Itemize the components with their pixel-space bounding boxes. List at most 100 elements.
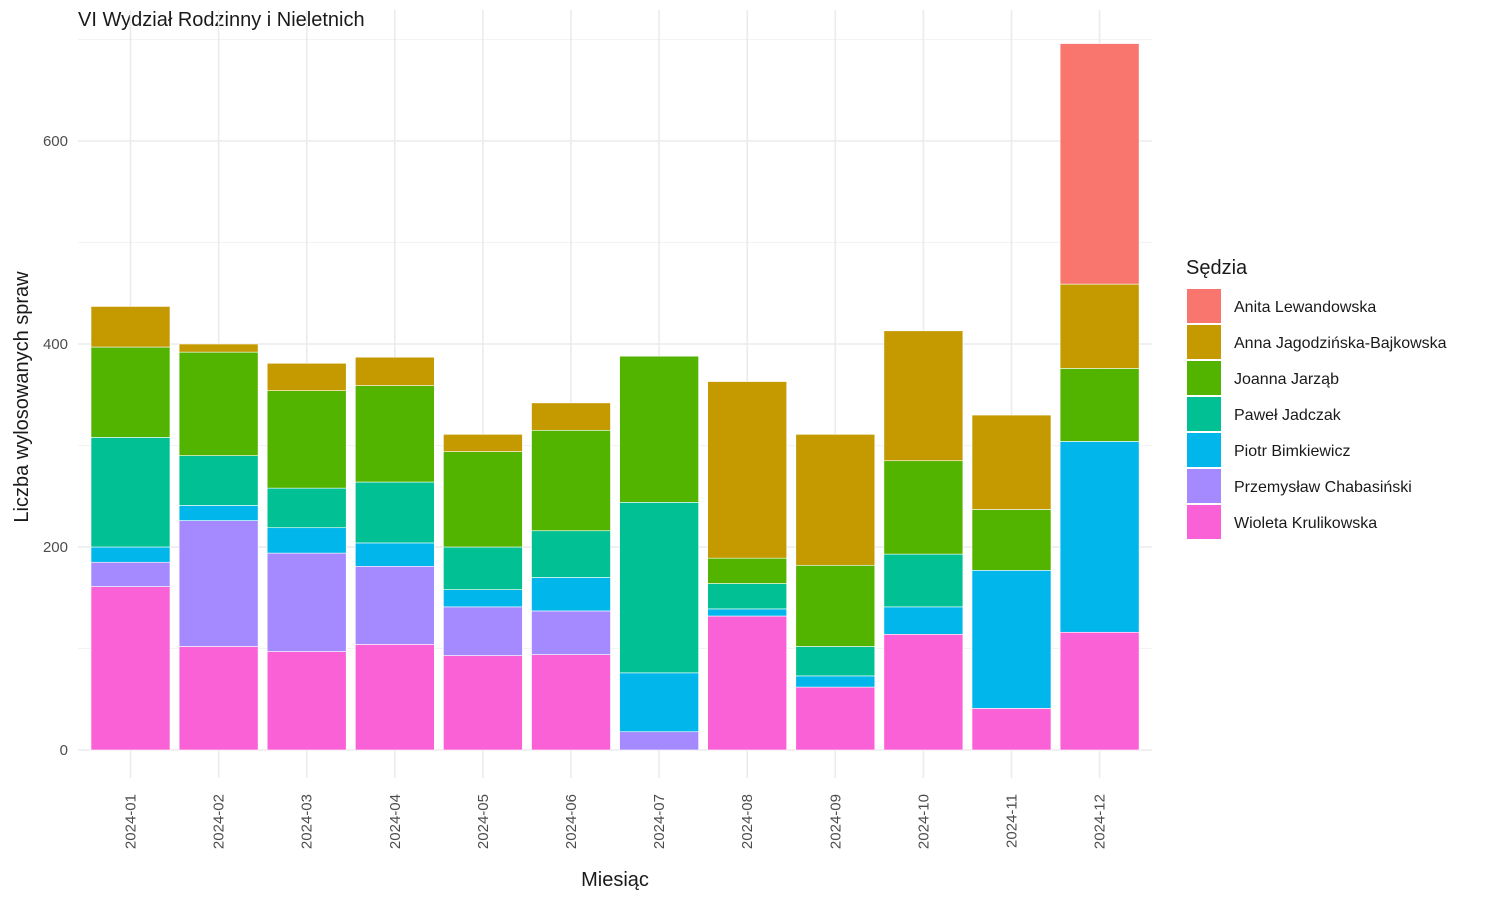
bar-segment (1059, 441, 1140, 633)
x-tick-label: 2024-01 (123, 794, 140, 849)
bar-segment (266, 527, 347, 554)
bar-segment (531, 654, 611, 751)
bar-segment (354, 356, 435, 386)
bar-segment (971, 414, 1052, 510)
legend-swatch (1187, 505, 1221, 539)
legend-label: Piotr Bimkiewicz (1234, 443, 1350, 460)
bar-segment (619, 502, 699, 674)
bar-segment (531, 577, 611, 612)
bar-segment (531, 610, 611, 655)
legend-label: Anna Jagodzińska-Bajkowska (1234, 335, 1447, 352)
bar-segment (1059, 283, 1140, 369)
bar-segment (266, 552, 347, 652)
bar-segment (443, 434, 523, 452)
legend-swatch (1187, 397, 1221, 431)
x-tick-label: 2024-02 (211, 794, 228, 849)
x-tick-label: 2024-11 (1004, 794, 1021, 848)
bar-segment (90, 346, 171, 438)
legend-title: Sędzia (1186, 257, 1248, 279)
legend: Sędzia Anita Lewandowska Anna Jagodzińska… (1186, 257, 1447, 539)
bar-segment (531, 402, 611, 431)
bar-segment (90, 437, 171, 548)
y-tick-label: 0 (60, 742, 68, 759)
y-tick-label: 200 (43, 539, 68, 556)
bar-segment (354, 481, 435, 544)
y-tick-label: 600 (43, 133, 68, 150)
bar-segment (178, 520, 259, 647)
bar-segment (707, 583, 788, 610)
bar-segment (619, 355, 699, 503)
legend-label: Przemysław Chabasiński (1234, 479, 1412, 496)
x-tick-label: 2024-06 (563, 794, 580, 849)
x-tick-label: 2024-05 (475, 794, 492, 849)
bar-segment (531, 530, 611, 578)
y-axis-title: Liczba wylosowanych spraw (11, 271, 33, 523)
chart-title: VI Wydział Rodzinny i Nieletnich (78, 9, 365, 31)
bar-segment (178, 343, 259, 353)
bar-segment (443, 451, 523, 548)
bar-segment (971, 570, 1052, 709)
bar-segment (443, 655, 523, 751)
bar-segment (795, 686, 876, 751)
bar-segment (707, 608, 788, 617)
bar-segment (795, 675, 876, 688)
bar-segment (266, 487, 347, 529)
bar-segment (443, 589, 523, 608)
legend-label: Joanna Jarząb (1234, 371, 1339, 388)
x-axis-title: Miesiąc (581, 869, 649, 891)
bar-segment (707, 381, 788, 559)
x-tick-label: 2024-10 (915, 794, 932, 849)
bar-segment (971, 509, 1052, 571)
bar-segment (795, 564, 876, 647)
bar-segment (178, 455, 259, 506)
bar-segment (883, 553, 964, 608)
bar-segment (90, 546, 171, 563)
bar-segment (354, 385, 435, 483)
bar-segment (178, 351, 259, 456)
bar-segment (1059, 368, 1140, 442)
x-axis-ticks: 2024-01 2024-02 2024-03 2024-04 2024-05 2024-… (123, 794, 1109, 849)
bar-segment (883, 633, 964, 751)
x-tick-label: 2024-07 (651, 794, 668, 849)
bar-segment (707, 557, 788, 584)
bar-segment (266, 362, 347, 391)
bar-segment (1059, 631, 1140, 751)
bar-segment (90, 586, 171, 751)
bar-segment (971, 708, 1052, 751)
bar-segment (531, 429, 611, 532)
x-tick-label: 2024-12 (1092, 794, 1109, 849)
x-tick-label: 2024-03 (299, 794, 316, 849)
x-tick-label: 2024-09 (827, 794, 844, 849)
bar-segment (178, 646, 259, 751)
y-axis-ticks: 0 200 400 600 (43, 133, 68, 759)
legend-label: Paweł Jadczak (1234, 407, 1342, 424)
bar-segment (266, 651, 347, 751)
bar-segment (354, 542, 435, 567)
bar-segment (178, 505, 259, 521)
legend-swatch (1187, 289, 1221, 323)
bars (90, 43, 1140, 751)
bar-segment (443, 546, 523, 590)
bar-segment (443, 606, 523, 656)
y-tick-label: 400 (43, 336, 68, 353)
bar-segment (883, 606, 964, 635)
bar-segment (354, 565, 435, 645)
bar-segment (266, 390, 347, 489)
legend-swatch (1187, 325, 1221, 359)
bar-segment (619, 731, 699, 751)
bar-segment (707, 615, 788, 751)
legend-swatch (1187, 433, 1221, 467)
bar-segment (883, 460, 964, 555)
legend-swatch (1187, 361, 1221, 395)
x-tick-label: 2024-04 (387, 794, 404, 849)
bar-segment (354, 644, 435, 751)
bar-segment (795, 646, 876, 677)
bar-segment (90, 561, 171, 587)
legend-label: Wioleta Krulikowska (1234, 515, 1377, 532)
bar-segment (795, 434, 876, 566)
bar-segment (90, 306, 171, 348)
legend-label: Anita Lewandowska (1234, 299, 1376, 316)
legend-swatch (1187, 469, 1221, 503)
x-tick-label: 2024-08 (739, 794, 756, 849)
